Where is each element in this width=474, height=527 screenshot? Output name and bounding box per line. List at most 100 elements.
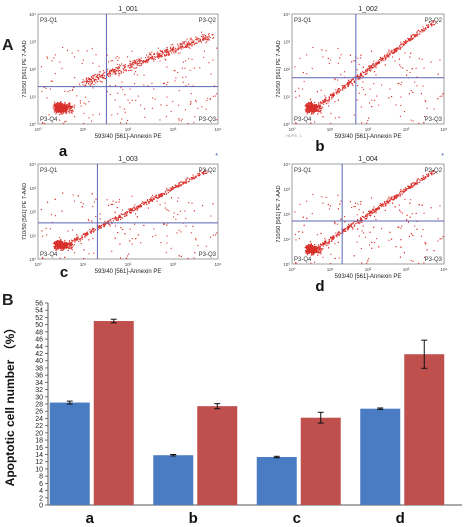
event-dot [333, 93, 335, 95]
event-dot [168, 51, 170, 53]
event-dot [194, 42, 196, 44]
event-dot [60, 108, 62, 110]
event-dot [87, 83, 89, 85]
event-dot [360, 218, 362, 220]
event-dot [53, 248, 55, 250]
event-dot [426, 107, 428, 109]
event-dot [432, 20, 434, 22]
event-dot [158, 56, 160, 58]
event-dot [167, 189, 169, 191]
event-dot [420, 93, 422, 95]
event-dot [177, 48, 179, 50]
event-dot [169, 190, 171, 192]
event-dot [69, 106, 71, 108]
event-dot [178, 104, 180, 106]
event-dot [166, 47, 168, 49]
event-dot [167, 54, 169, 56]
event-dot [401, 43, 403, 45]
event-dot [104, 223, 106, 225]
event-dot [185, 85, 187, 87]
event-dot [138, 207, 140, 209]
event-dot [95, 79, 97, 81]
event-dot [325, 103, 327, 105]
event-dot [308, 252, 310, 254]
event-dot [119, 106, 121, 108]
x-tick-label: 10³ [170, 262, 177, 267]
event-dot [117, 70, 119, 72]
event-dot [403, 41, 405, 43]
event-dot [183, 181, 185, 183]
event-dot [350, 80, 352, 82]
event-dot [57, 103, 59, 105]
event-dot [310, 108, 312, 110]
event-dot [306, 105, 308, 107]
event-dot [339, 89, 341, 91]
event-dot [68, 246, 70, 248]
event-dot [171, 189, 173, 191]
event-dot [387, 54, 389, 56]
event-dot [187, 181, 189, 183]
event-dot [65, 112, 67, 114]
event-dot [134, 61, 136, 63]
event-dot [374, 99, 376, 101]
event-dot [405, 40, 407, 42]
event-dot [333, 236, 335, 238]
event-dot [157, 52, 159, 54]
event-dot [321, 49, 323, 51]
event-dot [400, 47, 402, 49]
event-dot [99, 218, 101, 220]
event-dot [180, 46, 182, 48]
event-dot [322, 106, 324, 108]
event-dot [63, 246, 65, 248]
event-dot [57, 102, 59, 104]
y-tick-label: 10³ [29, 186, 36, 191]
event-dot [113, 217, 115, 219]
event-dot [158, 57, 160, 59]
event-dot [115, 67, 117, 69]
event-dot [85, 80, 87, 82]
sample-title: 1_003 [118, 156, 138, 163]
event-dot [201, 38, 203, 40]
event-dot [80, 243, 82, 245]
event-dot [91, 82, 93, 84]
x-tick-label: 10¹ [80, 262, 87, 267]
event-dot [166, 53, 168, 55]
event-dot [422, 30, 424, 32]
event-dot [374, 65, 376, 67]
event-dot [391, 52, 393, 54]
event-dot [66, 242, 68, 244]
event-dot [63, 108, 65, 110]
event-dot [412, 182, 414, 184]
event-dot [154, 98, 156, 100]
event-dot [103, 223, 105, 225]
event-dot [187, 43, 189, 45]
event-dot [191, 58, 193, 60]
event-dot [187, 41, 189, 43]
event-dot [357, 219, 359, 221]
event-dot [95, 54, 97, 56]
event-dot [61, 210, 63, 212]
y-tick-label: 10⁴ [29, 162, 36, 167]
event-dot [324, 98, 326, 100]
event-dot [66, 108, 68, 110]
event-dot [333, 94, 335, 96]
event-dot [99, 80, 101, 82]
event-dot [184, 210, 186, 212]
event-dot [182, 42, 184, 44]
event-dot [160, 193, 162, 195]
event-dot [314, 101, 316, 103]
event-dot [364, 94, 366, 96]
event-dot [309, 251, 311, 253]
event-dot [205, 35, 207, 37]
event-dot [309, 102, 311, 104]
event-dot [165, 51, 167, 53]
event-dot [312, 105, 314, 107]
flow-plot-d: P3-Q1 P3-Q2P3-Q3P3-Q41_00410⁰10⁰10¹10¹10²… [276, 156, 448, 295]
event-dot [204, 37, 206, 39]
event-dot [46, 97, 48, 99]
event-dot [85, 103, 87, 105]
event-dot [149, 56, 151, 58]
event-dot [54, 109, 56, 111]
event-dot [186, 42, 188, 44]
event-dot [71, 243, 73, 245]
